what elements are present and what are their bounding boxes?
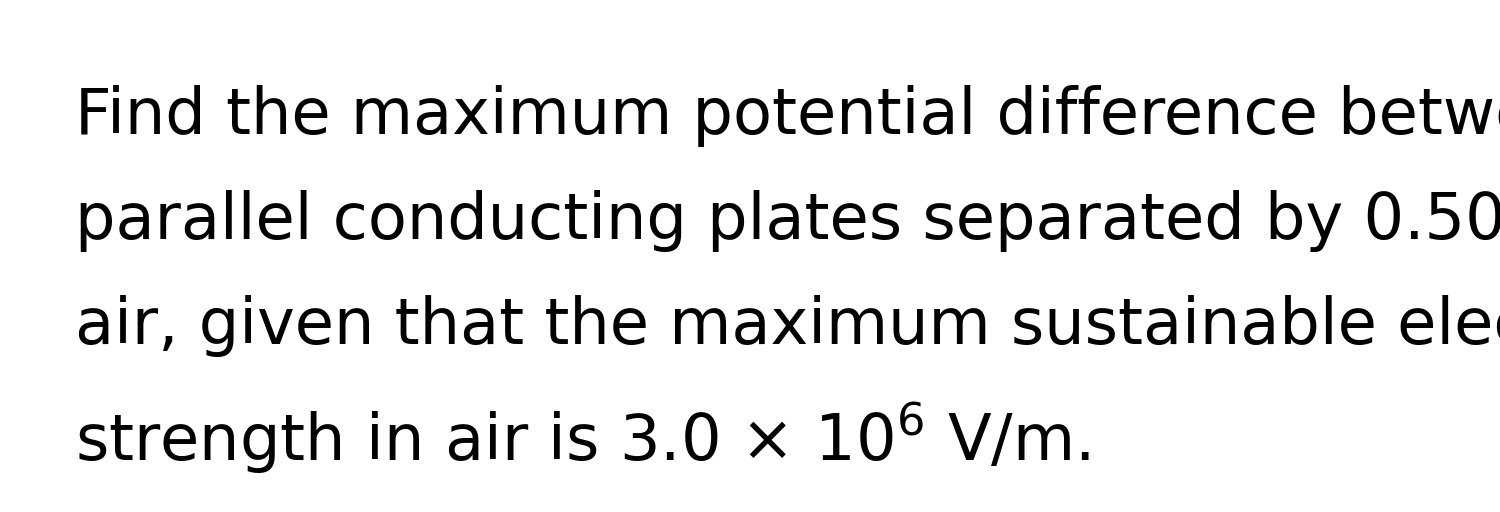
Text: strength in air is 3.0 × 10$^{6}$ V/m.: strength in air is 3.0 × 10$^{6}$ V/m. — [75, 400, 1090, 476]
Text: Find the maximum potential difference between two: Find the maximum potential difference be… — [75, 85, 1500, 147]
Text: parallel conducting plates separated by 0.500 cm of: parallel conducting plates separated by … — [75, 190, 1500, 252]
Text: air, given that the maximum sustainable electric field: air, given that the maximum sustainable … — [75, 295, 1500, 357]
